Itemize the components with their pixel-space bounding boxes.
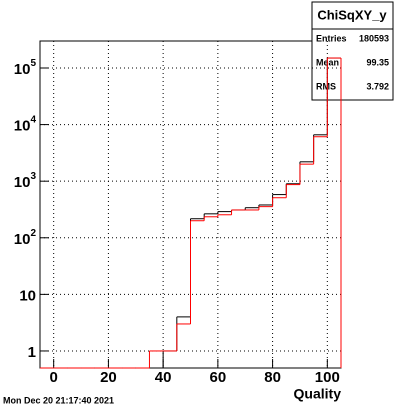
y-tick-label: 104 [14, 114, 37, 134]
y-tick-label: 105 [14, 58, 37, 78]
stats-value: 180593 [359, 33, 389, 43]
date-stamp: Mon Dec 20 21:17:40 2021 [3, 395, 114, 405]
x-tick-label: 0 [50, 369, 58, 386]
y-tick-label: 1 [28, 344, 36, 361]
x-tick-label: 60 [210, 369, 227, 386]
stats-value: 3.792 [366, 81, 389, 91]
x-tick-label: 100 [315, 369, 340, 386]
stats-title: ChiSqXY_y [317, 7, 387, 22]
y-tick-label: 10 [19, 287, 36, 304]
y-tick-label: 103 [14, 171, 37, 191]
stats-value: 99.35 [366, 57, 389, 67]
stats-key: Entries [316, 33, 347, 43]
stats-key: RMS [316, 81, 336, 91]
y-tick-label: 102 [14, 227, 37, 247]
x-tick-label: 40 [155, 369, 172, 386]
stats-box [311, 1, 394, 101]
x-tick-label: 20 [100, 369, 117, 386]
x-axis-label: Quality [294, 386, 342, 402]
x-tick-label: 80 [264, 369, 281, 386]
